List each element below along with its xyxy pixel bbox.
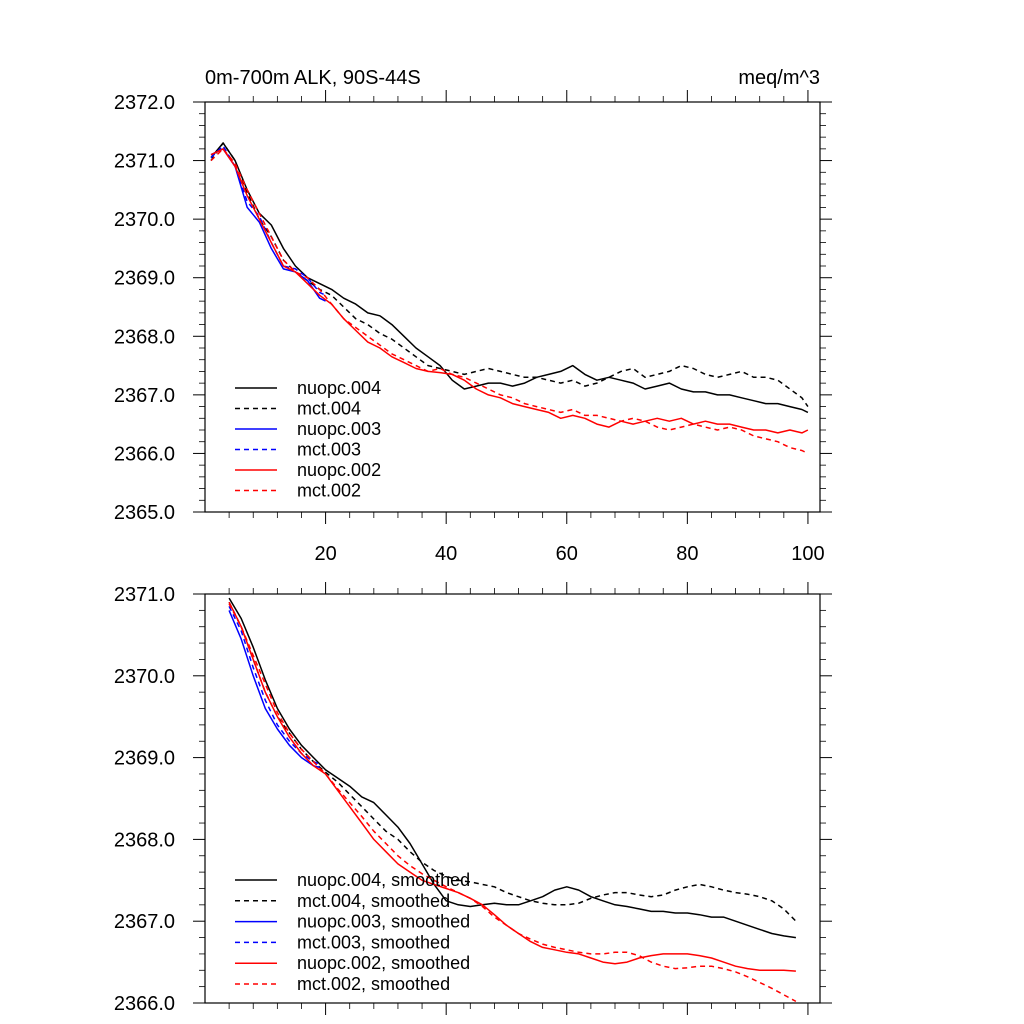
bottom-legend-label: mct.004, smoothed (297, 891, 450, 911)
top-ytick-label: 2369.0 (114, 268, 175, 290)
top-series-nuopc-004 (210, 142, 809, 414)
top-ytick-label: 2365.0 (114, 502, 175, 524)
top-plot-frame (204, 101, 821, 513)
top-legend-label: nuopc.004 (297, 378, 381, 398)
top-legend-label: mct.004 (297, 399, 361, 419)
top-ytick-label: 2372.0 (114, 92, 175, 114)
top-panel-title-left: 0m-700m ALK, 90S-44S (205, 67, 421, 89)
top-xtick-label: 60 (556, 543, 578, 565)
bottom-ytick-label: 2371.0 (114, 584, 175, 606)
bottom-ytick-label: 2370.0 (114, 666, 175, 688)
bottom-legend-label: mct.002, smoothed (297, 974, 450, 994)
bottom-ytick-label: 2367.0 (114, 911, 175, 933)
top-ytick-label: 2367.0 (114, 385, 175, 407)
bottom-plot-frame (204, 593, 821, 1004)
bottom-legend-label: mct.003, smoothed (297, 932, 450, 952)
top-ytick-label: 2366.0 (114, 443, 175, 465)
bottom-panel: 2366.0 2367.0 2368.0 2369.0 2370.0 2371.0 nuo… (114, 582, 832, 1015)
bottom-ytick-label: 2366.0 (114, 993, 175, 1015)
top-series-mct-003 (210, 145, 326, 296)
bottom-legend-label: nuopc.002, smoothed (297, 953, 470, 973)
top-legend-label: mct.003 (297, 440, 361, 460)
top-xtick-label: 40 (435, 543, 457, 565)
top-panel-title-right: meq/m^3 (738, 67, 820, 89)
bottom-ytick-label: 2368.0 (114, 829, 175, 851)
top-ytick-label: 2370.0 (114, 209, 175, 231)
bottom-ytick-label: 2369.0 (114, 748, 175, 770)
bottom-series-nuopc-003-smoothed (228, 610, 320, 769)
top-xtick-label: 80 (676, 543, 698, 565)
bottom-legend-label: nuopc.004, smoothed (297, 870, 470, 890)
top-panel: 0m-700m ALK, 90S-44S meq/m^3 20 40 60 80 100… (114, 67, 832, 565)
top-legend-label: nuopc.003 (297, 419, 381, 439)
top-ytick-label: 2371.0 (114, 151, 175, 173)
bottom-series-mct-002-smoothed (228, 603, 797, 1003)
top-xtick-label: 20 (314, 543, 336, 565)
top-legend-label: nuopc.002 (297, 460, 381, 480)
bottom-series-mct-004-smoothed (228, 601, 797, 922)
top-ytick-label: 2368.0 (114, 326, 175, 348)
top-xtick-label: 100 (791, 543, 824, 565)
bottom-series-nuopc-004-smoothed (228, 597, 797, 939)
top-series-nuopc-002 (210, 148, 809, 434)
bottom-series-mct-003-smoothed (228, 605, 320, 765)
top-legend-label: mct.002 (297, 481, 361, 501)
bottom-legend-label: nuopc.003, smoothed (297, 912, 470, 932)
top-series-mct-004 (210, 142, 809, 408)
